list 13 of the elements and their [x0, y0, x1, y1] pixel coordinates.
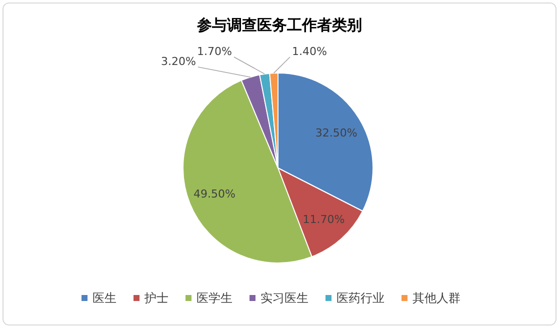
data-label: 32.50%	[315, 126, 358, 140]
legend-label: 医学生	[196, 291, 232, 305]
data-label: 3.20%	[161, 55, 196, 68]
data-label: 11.70%	[302, 212, 345, 226]
data-label: 1.40%	[292, 45, 327, 58]
legend-label: 实习医生	[260, 291, 308, 305]
data-label: 1.70%	[197, 45, 232, 58]
legend-label: 其他人群	[412, 291, 460, 305]
legend-label: 医生	[92, 291, 116, 305]
legend-label: 护士	[144, 291, 168, 305]
legend-label: 医药行业	[336, 291, 384, 305]
data-label: 49.50%	[194, 187, 236, 200]
chart-title: 参与调查医务工作者类别	[196, 16, 362, 34]
